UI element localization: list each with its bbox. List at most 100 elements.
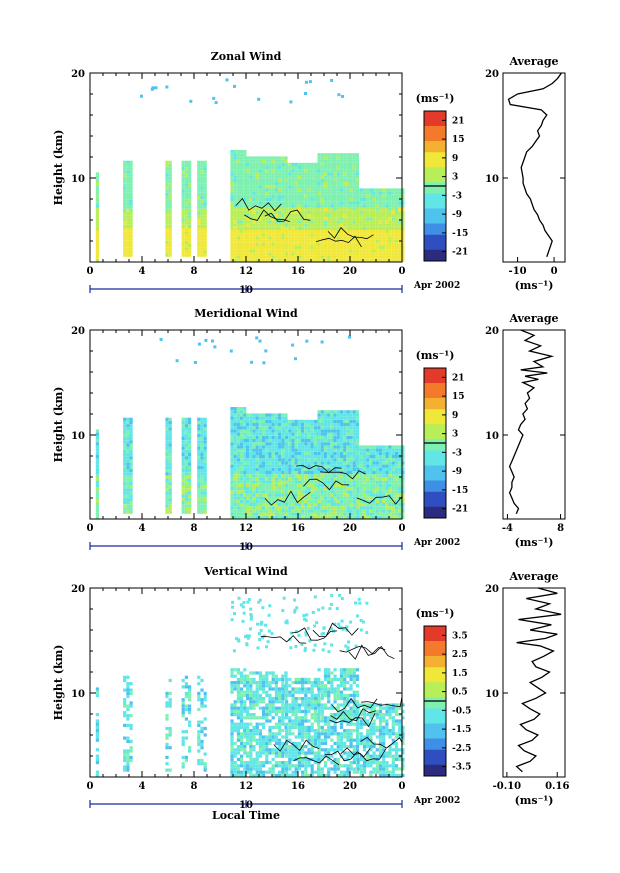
data-cell xyxy=(372,512,376,516)
data-cell xyxy=(123,494,127,498)
data-cell xyxy=(304,515,308,519)
data-cell xyxy=(203,765,207,769)
data-cell xyxy=(246,239,250,243)
data-cell xyxy=(213,345,217,349)
data-cell xyxy=(123,167,127,171)
data-cell xyxy=(362,455,367,459)
data-cell xyxy=(203,443,207,447)
data-cell xyxy=(346,172,350,176)
data-cell xyxy=(356,493,360,497)
data-cell xyxy=(391,255,395,259)
data-cell xyxy=(369,483,373,487)
data-cell xyxy=(320,464,324,468)
data-cell xyxy=(388,191,392,195)
data-cell xyxy=(240,207,244,211)
data-cell xyxy=(330,249,334,253)
data-cell xyxy=(313,442,317,446)
data-cell xyxy=(375,499,379,503)
data-cell xyxy=(249,493,253,497)
data-cell xyxy=(378,474,383,478)
data-cell xyxy=(246,233,250,237)
colorbar-segment xyxy=(424,514,446,519)
data-cell xyxy=(391,242,395,246)
data-cell xyxy=(349,515,353,519)
data-cell xyxy=(265,191,269,195)
data-cell xyxy=(274,188,278,192)
data-cell xyxy=(181,208,185,212)
data-cell xyxy=(378,496,383,500)
data-cell xyxy=(362,239,367,243)
colorbar-segment xyxy=(424,141,446,146)
colorbar-segment xyxy=(424,133,446,138)
data-cell xyxy=(243,499,247,503)
data-cell xyxy=(382,214,386,218)
data-cell xyxy=(294,169,298,173)
data-cell xyxy=(339,413,344,417)
data-cell xyxy=(268,423,272,427)
data-cell xyxy=(330,226,334,230)
data-cell xyxy=(268,246,272,250)
data-cell xyxy=(339,185,344,189)
data-cell xyxy=(310,255,314,259)
data-cell xyxy=(240,509,244,513)
data-cell xyxy=(304,499,308,503)
data-cell xyxy=(203,459,207,463)
colorbar-segment xyxy=(424,480,446,485)
data-cell xyxy=(243,220,247,224)
data-cell xyxy=(262,429,266,433)
colorbar-segment xyxy=(424,488,446,493)
data-cell xyxy=(366,246,370,250)
data-cell xyxy=(203,430,207,434)
data-cell xyxy=(252,767,256,771)
data-cell xyxy=(271,223,275,227)
data-cell xyxy=(398,214,402,218)
data-cell xyxy=(95,732,99,736)
data-cell xyxy=(284,413,288,417)
data-cell xyxy=(168,192,172,196)
colorbar-segment xyxy=(424,148,446,153)
data-cell xyxy=(233,185,237,189)
data-cell xyxy=(301,242,305,246)
data-cell xyxy=(197,205,201,209)
data-cell xyxy=(126,176,130,180)
data-cell xyxy=(281,448,285,452)
data-cell xyxy=(168,446,172,450)
data-cell xyxy=(378,503,383,507)
data-cell xyxy=(297,220,301,224)
data-cell xyxy=(233,214,237,218)
data-cell xyxy=(236,191,240,195)
data-cell xyxy=(255,477,259,481)
data-cell xyxy=(346,429,350,433)
data-cell xyxy=(268,223,272,227)
data-cell xyxy=(236,242,240,246)
data-cell xyxy=(375,201,379,205)
data-cell xyxy=(230,748,234,752)
data-cell xyxy=(310,429,314,433)
data-cell xyxy=(129,481,133,485)
data-cell xyxy=(385,233,389,237)
data-cell xyxy=(343,246,347,250)
data-cell xyxy=(352,255,356,259)
data-cell xyxy=(197,221,201,225)
data-cell xyxy=(352,464,356,468)
data-cell xyxy=(230,226,234,230)
data-cell xyxy=(236,773,240,777)
data-cell xyxy=(233,506,237,510)
data-cell xyxy=(330,439,334,443)
data-cell xyxy=(249,706,253,710)
data-cell xyxy=(165,250,169,254)
data-cell xyxy=(240,458,244,462)
data-cell xyxy=(262,445,266,449)
data-cell xyxy=(301,464,305,468)
data-cell xyxy=(339,474,344,478)
data-cell xyxy=(274,159,278,163)
data-cell xyxy=(352,512,356,516)
data-cell xyxy=(291,188,295,192)
data-cell xyxy=(301,419,305,423)
data-cell xyxy=(330,258,334,262)
data-cell xyxy=(197,440,201,444)
data-cell xyxy=(165,491,169,495)
data-cell xyxy=(240,483,244,487)
data-cell xyxy=(274,515,278,519)
data-cell xyxy=(388,239,392,243)
